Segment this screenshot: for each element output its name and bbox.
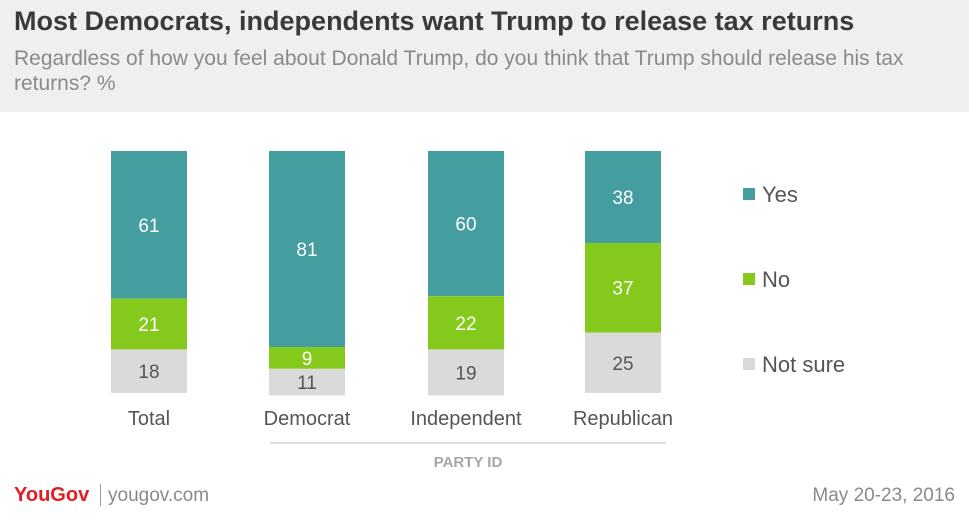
legend-swatch-yes — [743, 188, 755, 200]
bar-independent-no — [428, 296, 504, 350]
bar-independent-not-sure — [428, 349, 504, 396]
chart-header: Most Democrats, independents want Trump … — [0, 0, 969, 112]
chart-title: Most Democrats, independents want Trump … — [14, 6, 855, 36]
value-label-republican-not-sure: 25 — [612, 354, 633, 375]
footer-divider — [100, 484, 101, 506]
yougov-logo: YouGov — [14, 484, 90, 506]
bars-layer: 61 21 18 Total 81 9 11 Democrat 60 22 19 Independen… — [111, 151, 673, 430]
legend: Yes No Not sure — [743, 182, 845, 377]
bar-republican-not-sure — [585, 332, 661, 393]
chart-subtitle: Regardless of how you feel about Donald … — [14, 47, 904, 95]
bar-democrat-not-sure — [269, 368, 345, 396]
value-label-republican-yes: 38 — [612, 188, 633, 209]
legend-swatch-no — [743, 273, 755, 285]
footer-site-link[interactable]: yougov.com — [108, 485, 210, 506]
value-label-democrat-no: 9 — [302, 349, 313, 370]
category-label-democrat: Democrat — [264, 408, 351, 430]
bar-democrat-no — [269, 347, 345, 369]
category-label-republican: Republican — [573, 408, 673, 430]
value-label-independent-yes: 60 — [455, 215, 476, 236]
value-label-democrat-yes: 81 — [296, 240, 317, 261]
legend-label-not-sure: Not sure — [762, 352, 845, 377]
chart-area: 61 21 18 Total 81 9 11 Democrat 60 22 19 Independen… — [111, 151, 845, 471]
bar-republican-no — [585, 242, 661, 333]
value-label-democrat-not-sure: 11 — [297, 373, 317, 394]
legend-label-no: No — [762, 267, 790, 292]
category-label-independent: Independent — [410, 408, 522, 430]
bar-total-yes — [111, 151, 187, 299]
bar-total-no — [111, 298, 187, 350]
value-label-republican-no: 37 — [612, 279, 633, 300]
bar-republican-yes — [585, 151, 661, 243]
legend-swatch-not-sure — [743, 358, 755, 370]
bar-total-not-sure — [111, 349, 187, 393]
legend-label-yes: Yes — [762, 182, 798, 207]
footer-date: May 20-23, 2016 — [812, 485, 955, 506]
value-label-total-yes: 61 — [138, 216, 159, 237]
value-label-total-not-sure: 18 — [138, 362, 159, 383]
value-label-total-no: 21 — [138, 315, 159, 336]
bar-democrat-yes — [269, 151, 345, 348]
bar-independent-yes — [428, 151, 504, 297]
value-label-independent-no: 22 — [455, 314, 476, 335]
group-label: PARTY ID — [434, 454, 503, 471]
value-label-independent-not-sure: 19 — [455, 363, 476, 384]
category-label-total: Total — [128, 408, 170, 430]
